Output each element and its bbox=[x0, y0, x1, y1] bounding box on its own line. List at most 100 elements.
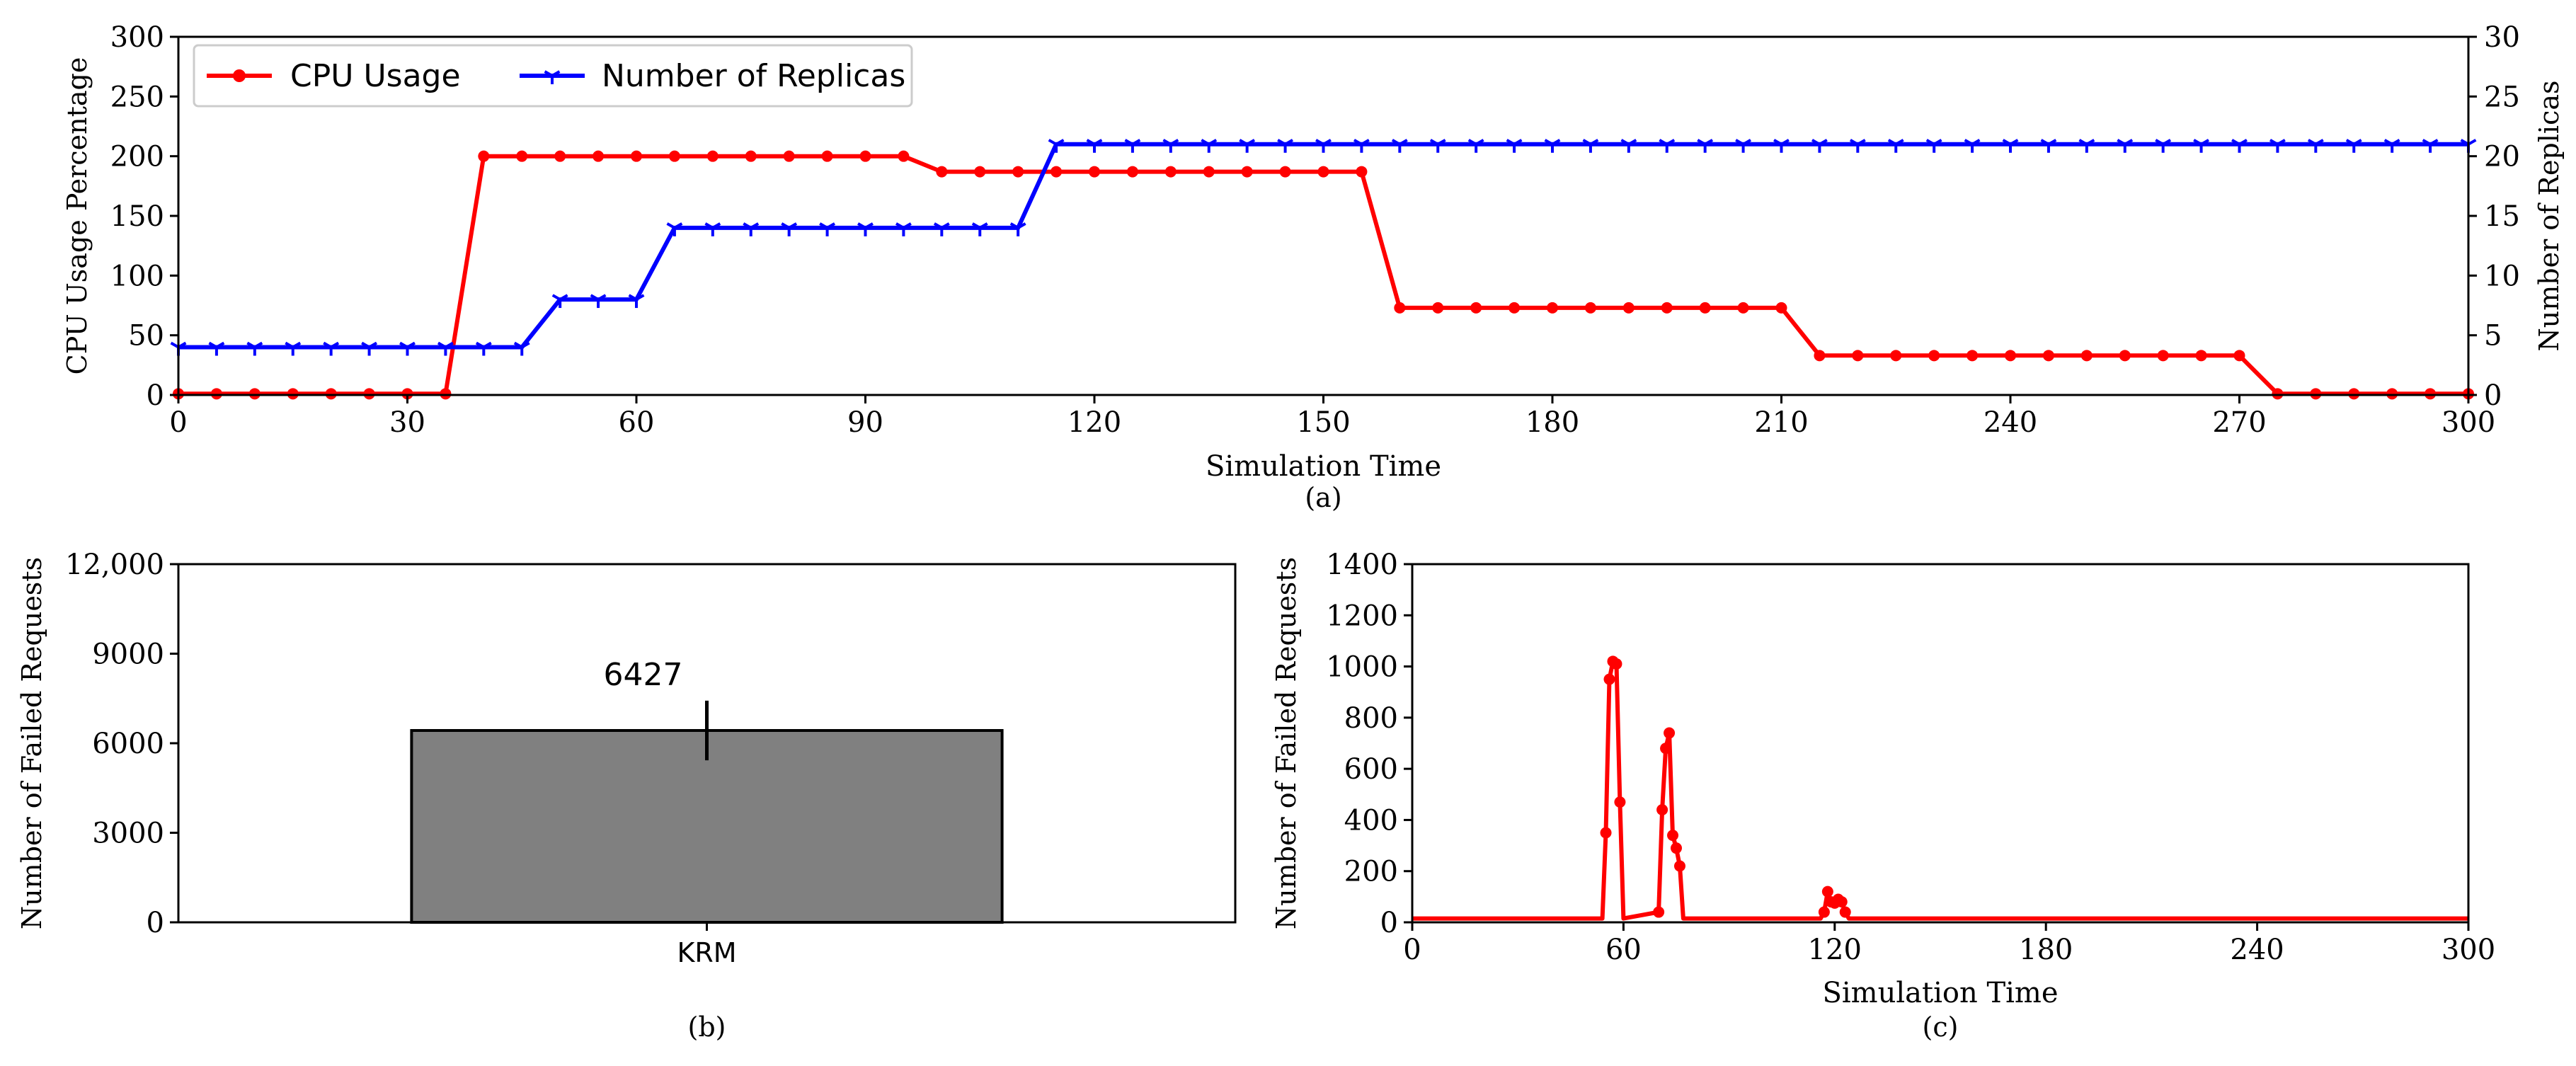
cpu-usage-point bbox=[2386, 388, 2398, 400]
panel-a-x-axis-label: Simulation Time bbox=[1206, 450, 1441, 483]
cpu-usage-point bbox=[287, 388, 299, 400]
cpu-usage-point bbox=[1584, 302, 1596, 314]
failed-requests-point bbox=[1603, 673, 1615, 685]
panel-b-caption: (b) bbox=[688, 1011, 726, 1043]
cpu-usage-point bbox=[1509, 302, 1521, 314]
cpu-usage-point bbox=[2042, 350, 2054, 362]
x-tick-label: KRM bbox=[677, 937, 736, 968]
replicas-point bbox=[1009, 222, 1026, 236]
failed-requests-point bbox=[1600, 827, 1612, 839]
cpu-usage-point bbox=[1967, 350, 1979, 362]
cpu-usage-point bbox=[1661, 302, 1673, 314]
x-tick-label: 180 bbox=[1525, 406, 1579, 439]
replicas-point bbox=[2269, 139, 2286, 153]
replicas-point bbox=[2193, 139, 2210, 153]
cpu-usage-point bbox=[783, 150, 795, 162]
replicas-series bbox=[170, 139, 2477, 356]
replicas-point bbox=[819, 222, 836, 236]
right-y-tick-label: 25 bbox=[2484, 81, 2520, 113]
cpu-usage-point bbox=[2425, 388, 2437, 400]
x-tick-label: 60 bbox=[1605, 934, 1642, 966]
replicas-point bbox=[1201, 139, 1218, 153]
failed-requests-point bbox=[1836, 896, 1848, 908]
y-tick-label: 800 bbox=[1344, 702, 1398, 735]
replicas-point bbox=[1086, 139, 1103, 153]
x-tick-label: 0 bbox=[1403, 934, 1421, 966]
replicas-point bbox=[1964, 139, 1981, 153]
legend-marker-number-of-replicas bbox=[544, 70, 561, 84]
panel-a-caption: (a) bbox=[1305, 482, 1341, 513]
y-tick-label: 1000 bbox=[1326, 651, 1398, 684]
cpu-usage-point bbox=[2005, 350, 2016, 362]
cpu-usage-point bbox=[210, 388, 222, 400]
replicas-point bbox=[857, 222, 874, 236]
replicas-point bbox=[2078, 139, 2095, 153]
replicas-point bbox=[590, 294, 607, 309]
y-tick-label: 9000 bbox=[92, 638, 164, 671]
failed-requests-series bbox=[1412, 655, 2468, 921]
legend-label-number-of-replicas: Number of Replicas bbox=[602, 58, 905, 94]
y-tick-label: 50 bbox=[128, 320, 164, 353]
y-tick-label: 150 bbox=[110, 200, 164, 233]
panel-c-y-ticks: 0 200 400 600 800 1000 1200 1400 bbox=[1326, 549, 1412, 939]
panel-c-plot-frame bbox=[1411, 563, 2470, 924]
cpu-usage-point bbox=[2310, 388, 2322, 400]
cpu-usage-point bbox=[401, 388, 413, 400]
replicas-point bbox=[2002, 139, 2019, 153]
panel-c-y-axis-label: Number of Failed Requests bbox=[1271, 557, 1302, 929]
replicas-point bbox=[208, 341, 225, 356]
y-tick-label: 400 bbox=[1344, 804, 1398, 837]
y-tick-label: 0 bbox=[1380, 907, 1398, 939]
panel-a-x-ticks: 0 30 60 90 120 150 180 210 240 270 300 bbox=[169, 395, 2495, 439]
cpu-usage-point bbox=[668, 150, 680, 162]
replicas-point bbox=[285, 341, 302, 356]
panel-a-y-axis-label: CPU Usage Percentage bbox=[62, 57, 93, 375]
replicas-point bbox=[1849, 139, 1866, 153]
y-tick-label: 200 bbox=[110, 141, 164, 173]
x-tick-label: 120 bbox=[1808, 934, 1862, 966]
x-tick-label: 180 bbox=[2019, 934, 2073, 966]
right-y-tick-label: 5 bbox=[2484, 320, 2502, 353]
panel-b-failed-requests-bar-chart: 6427 KRM 0 3000 6000 9000 12,000 Number of F… bbox=[16, 549, 1237, 1043]
right-y-tick-label: 15 bbox=[2484, 200, 2520, 233]
x-tick-label: 150 bbox=[1296, 406, 1350, 439]
cpu-usage-point bbox=[248, 388, 261, 400]
replicas-point bbox=[1506, 139, 1523, 153]
replicas-point bbox=[781, 222, 798, 236]
failed-requests-point bbox=[1818, 906, 1830, 918]
panel-c-caption: (c) bbox=[1923, 1011, 1959, 1043]
cpu-usage-point bbox=[1394, 302, 1406, 314]
cpu-usage-point bbox=[554, 150, 566, 162]
cpu-usage-point bbox=[1432, 302, 1444, 314]
failed-requests-point bbox=[1664, 727, 1676, 739]
x-tick-label: 240 bbox=[1983, 406, 2037, 439]
replicas-point bbox=[1048, 139, 1065, 153]
replicas-point bbox=[2422, 139, 2439, 153]
right-y-tick-label: 10 bbox=[2484, 260, 2520, 292]
cpu-usage-point bbox=[1890, 350, 1902, 362]
cpu-usage-point bbox=[1241, 166, 1253, 178]
y-tick-label: 0 bbox=[147, 907, 164, 939]
replicas-point bbox=[323, 341, 340, 356]
failed-requests-point bbox=[1673, 860, 1685, 872]
cpu-usage-point bbox=[1775, 302, 1787, 314]
replicas-point bbox=[1391, 139, 1408, 153]
replicas-point bbox=[2155, 139, 2172, 153]
x-tick-label: 0 bbox=[169, 406, 187, 439]
replicas-point bbox=[1315, 139, 1332, 153]
replicas-point bbox=[895, 222, 912, 236]
bar-value-label: 6427 bbox=[604, 657, 683, 693]
y-tick-label: 1400 bbox=[1326, 549, 1398, 581]
cpu-usage-point bbox=[859, 150, 871, 162]
panel-a-legend: CPU Usage Number of Replicas bbox=[193, 44, 913, 108]
cpu-usage-point bbox=[1699, 302, 1711, 314]
legend-marker-cpu-usage bbox=[233, 69, 246, 82]
cpu-usage-point bbox=[898, 150, 910, 162]
replicas-point bbox=[513, 341, 530, 356]
right-y-tick-label: 0 bbox=[2484, 379, 2502, 412]
cpu-usage-point bbox=[440, 388, 452, 400]
right-y-tick-label: 20 bbox=[2484, 141, 2520, 173]
x-tick-label: 240 bbox=[2230, 934, 2284, 966]
cpu-usage-point bbox=[974, 166, 986, 178]
x-tick-label: 60 bbox=[619, 406, 655, 439]
